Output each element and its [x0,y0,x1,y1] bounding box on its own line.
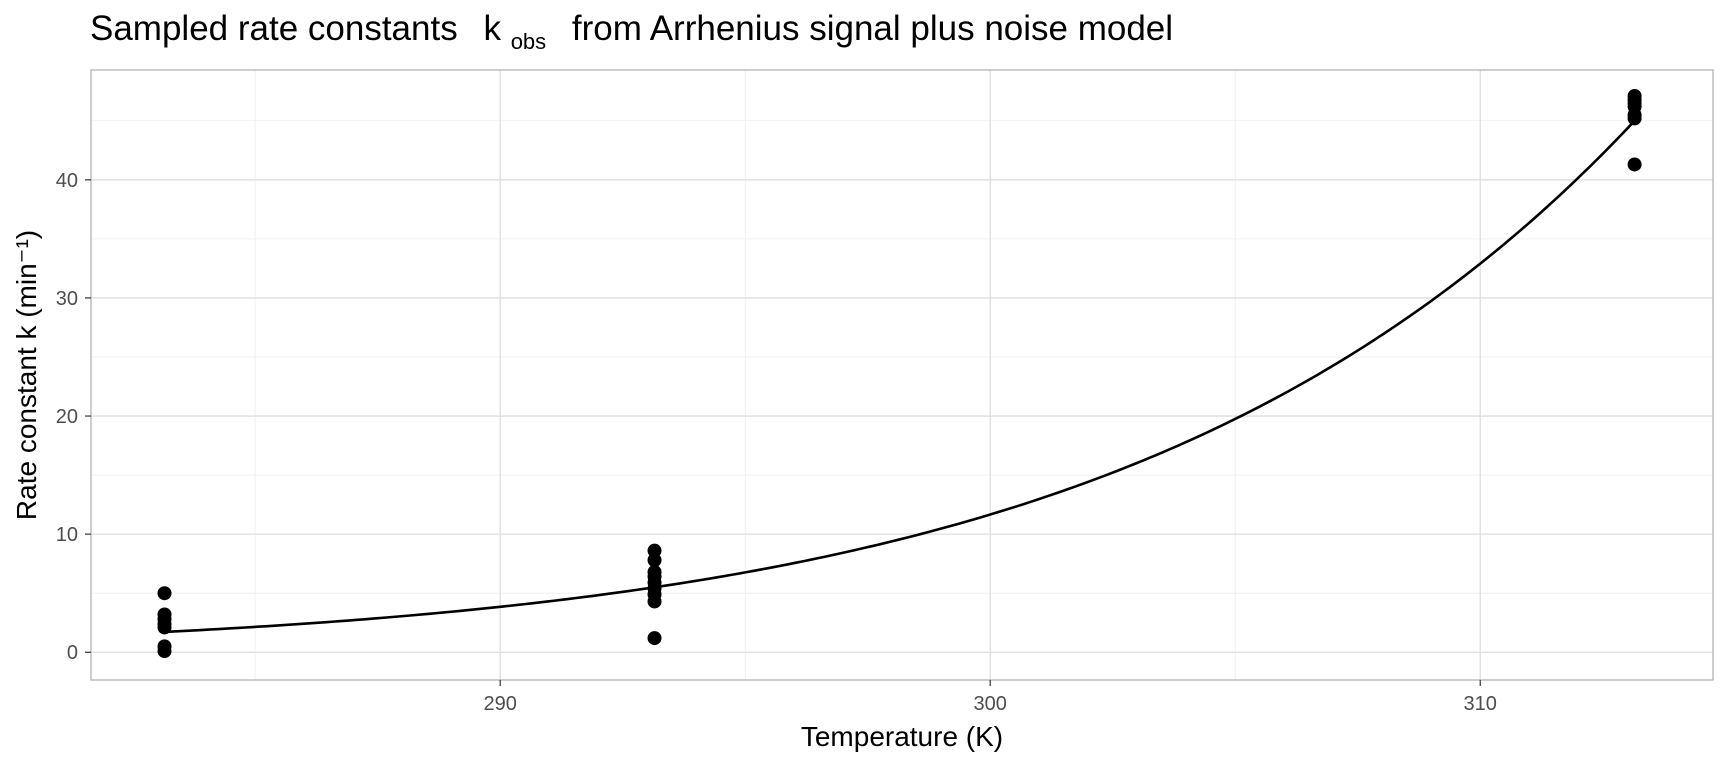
title-text: Sampled rate constants [90,9,458,48]
y-axis-ticks: 0 10 20 30 40 [56,170,91,664]
data-points [157,88,1642,659]
x-tick-label: 310 [1464,693,1497,715]
fitted-arrhenius-curve [164,119,1636,634]
y-tick-label: 0 [67,642,78,664]
major-gridlines [91,70,1713,680]
x-axis-ticks: 290 300 310 [483,680,1497,715]
data-point [1627,111,1642,126]
x-tick-label: 300 [974,693,1007,715]
data-point [157,586,172,601]
data-point [647,553,662,568]
x-tick-label: 290 [483,693,516,715]
data-point [647,631,662,646]
plot-panel-border [90,69,1714,681]
x-axis-title: Temperature (K) [801,721,1003,752]
title-symbol-subscript: obs [511,29,546,54]
chart-title: Sampled rate constants k obs from Arrhen… [90,9,1173,57]
minor-gridlines [91,70,1713,680]
y-axis-title: Rate constant k (min⁻¹) [11,230,42,520]
data-point [1627,157,1642,172]
y-tick-label: 10 [56,524,78,546]
title-suffix: from Arrhenius signal plus noise model [572,9,1173,48]
data-point [157,620,172,635]
y-tick-label: 30 [56,288,78,310]
data-point [647,594,662,609]
title-symbol: k [483,9,501,48]
y-tick-label: 20 [56,406,78,428]
y-tick-label: 40 [56,170,78,192]
data-point [157,644,172,659]
